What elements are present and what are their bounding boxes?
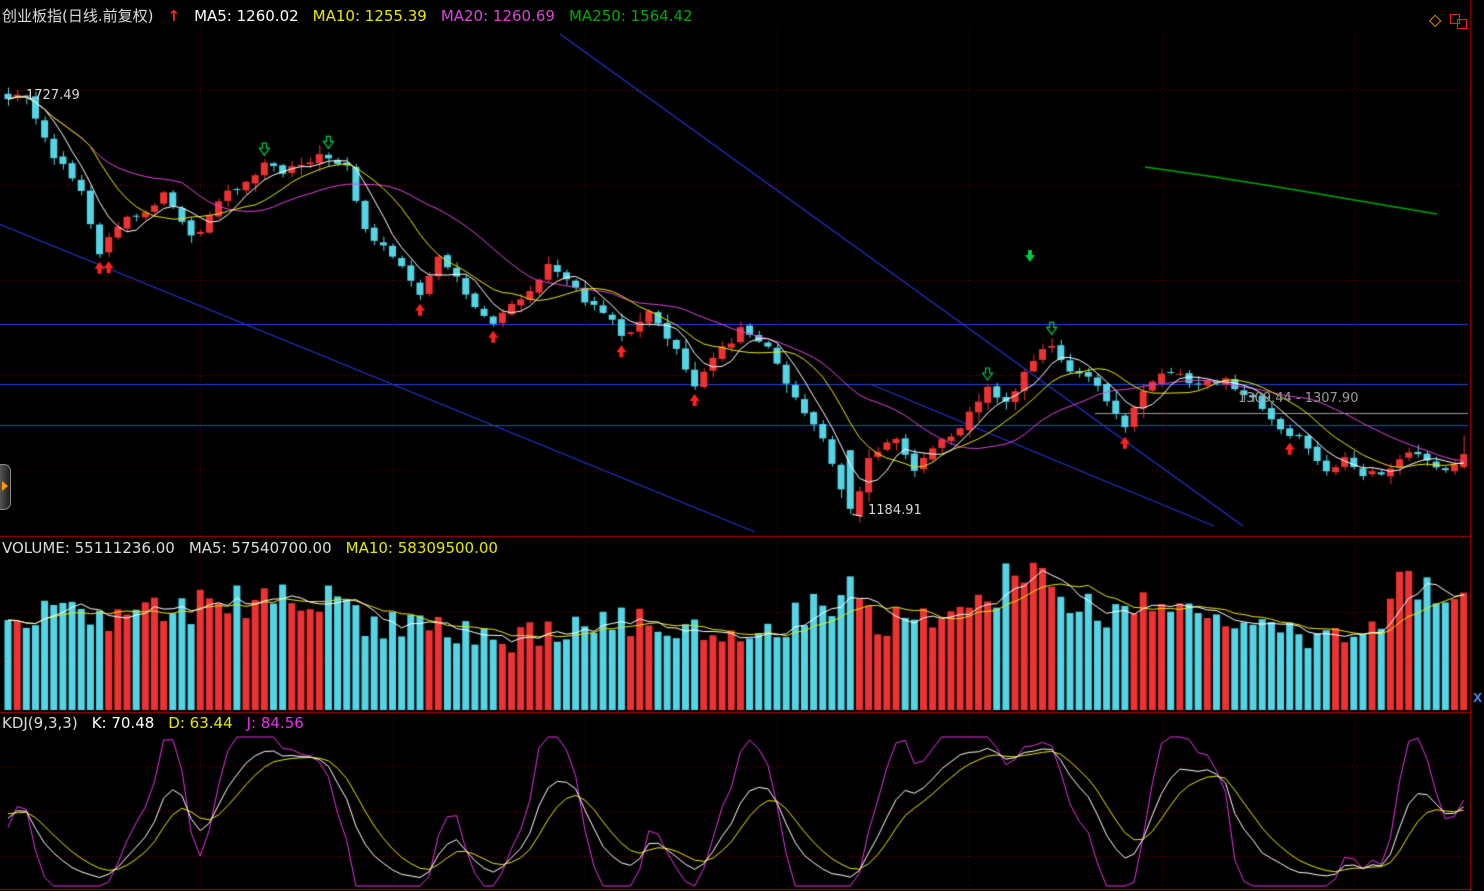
window-restore-icon[interactable]	[1457, 19, 1467, 29]
close-panel-x-button[interactable]: X	[1473, 691, 1483, 705]
volume-panel-header: VOLUME: 55111236.00 MA5: 57540700.00 MA1…	[2, 539, 498, 557]
kdj-label: KDJ(9,3,3)	[2, 714, 78, 732]
range-price-label: 1309.44 - 1307.90	[1238, 391, 1359, 406]
volume-label: VOLUME: 55111236.00	[2, 539, 175, 557]
ma20-label: MA20: 1260.69	[440, 7, 555, 25]
volume-ma10-label: MA10: 58309500.00	[345, 539, 498, 557]
low-price-label: 1184.91	[868, 503, 922, 518]
ma5-label: MA5: 1260.02	[194, 7, 299, 25]
chart-title: 创业板指(日线.前复权)	[2, 7, 154, 25]
kdj-j-label: J: 84.56	[246, 714, 304, 732]
kdj-d-label: D: 63.44	[168, 714, 233, 732]
sidebar-expand-handle[interactable]	[0, 464, 11, 510]
kdj-panel-header: KDJ(9,3,3) K: 70.48 D: 63.44 J: 84.56	[2, 714, 304, 732]
kdj-k-label: K: 70.48	[91, 714, 155, 732]
diamond-icon[interactable]: ◇	[1429, 10, 1442, 29]
volume-ma5-label: MA5: 57540700.00	[188, 539, 332, 557]
expand-arrow-icon	[2, 481, 8, 491]
ma10-label: MA10: 1255.39	[312, 7, 427, 25]
high-price-label: 1727.49	[26, 88, 80, 103]
red-up-arrow-icon: ↑	[167, 7, 181, 25]
ma250-label: MA250: 1564.42	[568, 7, 693, 25]
price-panel-header: 创业板指(日线.前复权) ↑ MA5: 1260.02 MA10: 1255.3…	[2, 7, 693, 25]
